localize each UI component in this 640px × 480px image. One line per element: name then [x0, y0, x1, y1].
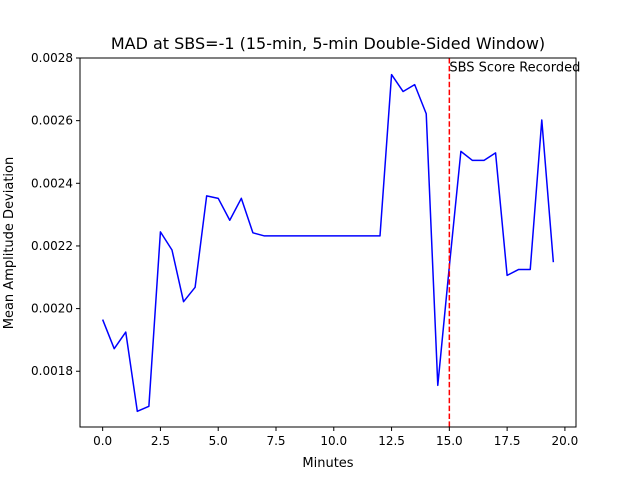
- y-tick-label: 0.0022: [31, 239, 73, 253]
- y-tick-label: 0.0028: [31, 51, 73, 65]
- x-axis: 0.0 2.5 5.0 7.5 10.0 12.5 15.0 17.5 20.0: [93, 427, 578, 448]
- x-tick-label: 5.0: [209, 434, 228, 448]
- x-axis-label: Minutes: [302, 456, 353, 471]
- y-axis-label: Mean Amplitude Deviation: [2, 157, 17, 330]
- series-line-0: [101, 73, 555, 413]
- chart-title: MAD at SBS=-1 (15-min, 5-min Double-Side…: [111, 34, 545, 53]
- sbs-recorded-annotation: SBS Score Recorded: [449, 60, 580, 75]
- x-tick-label: 0.0: [93, 434, 112, 448]
- y-tick-label: 0.0024: [31, 176, 73, 190]
- x-tick-label: 15.0: [436, 434, 463, 448]
- x-tick-label: 2.5: [151, 434, 170, 448]
- x-tick-label: 20.0: [552, 434, 579, 448]
- y-tick-label: 0.0018: [31, 364, 73, 378]
- x-tick-label: 12.5: [378, 434, 405, 448]
- y-tick-label: 0.0026: [31, 114, 73, 128]
- y-axis: 0.0018 0.0020 0.0022 0.0024 0.0026 0.0028: [31, 51, 80, 378]
- x-tick-label: 7.5: [266, 434, 285, 448]
- y-tick-label: 0.0020: [31, 302, 73, 316]
- x-tick-label: 10.0: [320, 434, 347, 448]
- plot-frame: [79, 57, 577, 428]
- plot-area: SBS Score Recorded: [101, 58, 580, 427]
- x-tick-label: 17.5: [494, 434, 521, 448]
